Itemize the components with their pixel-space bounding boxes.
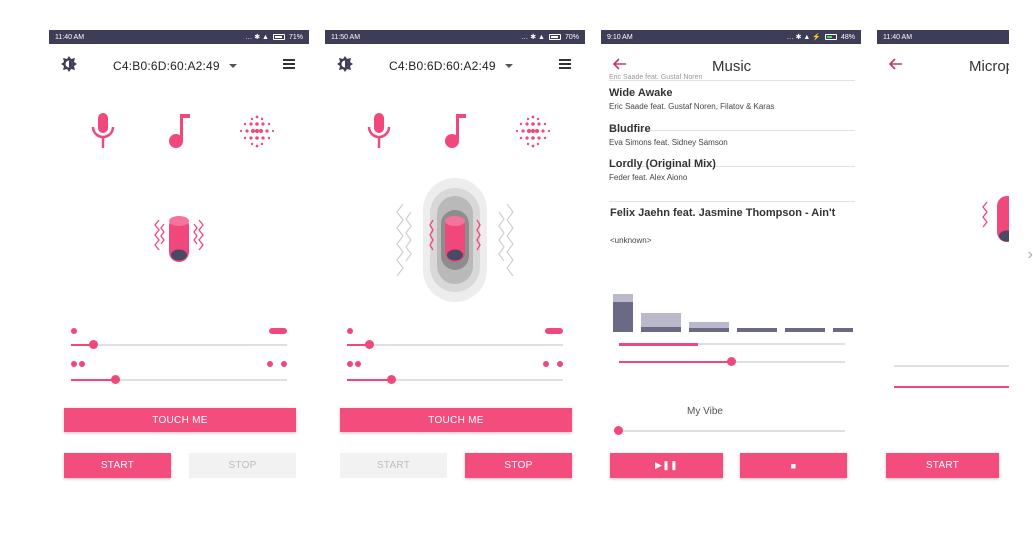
- rhythm-slider[interactable]: [71, 375, 287, 385]
- mode-selector: [325, 112, 585, 152]
- intensity-slider[interactable]: [347, 340, 563, 350]
- status-bar: 11:50 AM … ✱ ▲ 70%: [325, 30, 585, 44]
- vibe-slider[interactable]: [614, 426, 845, 436]
- status-time: 11:40 AM: [883, 33, 913, 41]
- status-time: 9:10 AM: [607, 33, 633, 41]
- touch-me-button[interactable]: TOUCH ME: [340, 408, 572, 432]
- volume-slider[interactable]: [619, 357, 845, 367]
- rhythm-slider[interactable]: [347, 375, 563, 385]
- playback-progress[interactable]: [619, 339, 845, 349]
- vibe-slider-knob[interactable]: [614, 426, 623, 435]
- rhythm-slider-header: [71, 359, 287, 369]
- intensity-slider-knob[interactable]: [365, 340, 374, 349]
- microphone-icon[interactable]: [89, 112, 117, 150]
- stop-button[interactable]: STOP: [465, 453, 572, 478]
- touch-me-button[interactable]: TOUCH ME: [64, 408, 296, 432]
- battery-percent: 48%: [840, 33, 855, 41]
- rhythm-slider-knob[interactable]: [387, 375, 396, 384]
- list-item[interactable]: Lordly (Original Mix) Feder feat. Alex A…: [609, 158, 855, 202]
- signal-icon: … ✱ ▲ ⚡: [786, 34, 821, 41]
- stop-button[interactable]: ■: [740, 453, 847, 478]
- vibrating-device-icon: [154, 216, 204, 262]
- intensity-slider-knob[interactable]: [89, 340, 98, 349]
- page-title: Microp: [969, 58, 1009, 75]
- signal-icon: … ✱ ▲: [245, 34, 269, 41]
- now-playing-title: Felix Jaehn feat. Jasmine Thompson - Ain…: [610, 207, 836, 219]
- vibrating-device-active-icon: [396, 178, 514, 302]
- menu-icon[interactable]: [559, 59, 571, 71]
- status-bar: 9:10 AM … ✱ ▲ ⚡ 48%: [601, 30, 861, 44]
- rhythm-slider-knob[interactable]: [111, 375, 120, 384]
- list-item[interactable]: Wide Awake Eric Saade feat. Gustaf Noren…: [609, 87, 855, 131]
- music-note-icon[interactable]: [441, 112, 469, 150]
- status-time: 11:50 AM: [331, 33, 361, 41]
- phone-screen-3: 9:10 AM … ✱ ▲ ⚡ 48% Music Eric Saade fea…: [601, 30, 861, 530]
- microphone-icon[interactable]: [365, 112, 393, 150]
- vibe-label: My Vibe: [687, 406, 723, 417]
- vibrating-device-icon: [982, 196, 1009, 242]
- status-bar: 11:40 AM … ✱ ▲ 71%: [49, 30, 309, 44]
- back-arrow-icon[interactable]: [613, 58, 627, 70]
- device-selector[interactable]: C4:B0:6D:60:A2:49: [389, 59, 496, 73]
- app-bar: Microp: [877, 44, 1009, 88]
- chevron-down-icon[interactable]: [229, 64, 237, 68]
- play-pause-button[interactable]: ▶❚❚: [610, 453, 723, 478]
- rhythm-slider-header: [347, 359, 563, 369]
- phone-screen-1: 11:40 AM … ✱ ▲ 71% C4:B0:6D:60:A2:49: [49, 30, 309, 530]
- page-title: Music: [712, 58, 752, 75]
- battery-icon: [548, 34, 561, 40]
- phone-screen-2: 11:50 AM … ✱ ▲ 70% C4:B0:6D:60:A2:49: [325, 30, 585, 530]
- stop-button[interactable]: STOP: [189, 453, 296, 478]
- menu-icon[interactable]: [283, 59, 295, 71]
- intensity-slider-header: [71, 326, 287, 336]
- app-bar: C4:B0:6D:60:A2:49: [49, 44, 309, 88]
- chevron-right-icon[interactable]: ›: [1027, 246, 1033, 263]
- now-playing-artist: <unknown>: [610, 236, 652, 245]
- status-bar: 11:40 AM: [877, 30, 1009, 44]
- volume-slider-knob[interactable]: [727, 357, 736, 366]
- rhythm-slider[interactable]: [894, 386, 1009, 388]
- intensity-slider-header: [347, 326, 563, 336]
- device-selector[interactable]: C4:B0:6D:60:A2:49: [113, 59, 220, 73]
- app-bar: Music: [601, 44, 861, 88]
- intensity-slider[interactable]: [71, 340, 287, 350]
- music-note-icon[interactable]: [165, 112, 193, 150]
- brightness-icon[interactable]: [61, 56, 77, 72]
- chevron-down-icon[interactable]: [505, 64, 513, 68]
- battery-percent: 70%: [564, 33, 579, 41]
- vibration-dots-icon[interactable]: [237, 114, 277, 150]
- start-button[interactable]: START: [886, 453, 999, 478]
- start-button[interactable]: START: [340, 453, 447, 478]
- previous-song-artist: Eric Saade feat. Gustaf Noren: [609, 74, 703, 81]
- intensity-slider[interactable]: [894, 365, 1009, 367]
- vibration-dots-icon[interactable]: [513, 114, 553, 150]
- status-time: 11:40 AM: [55, 33, 85, 41]
- high-indicator: [269, 328, 287, 334]
- start-button[interactable]: START: [64, 453, 171, 478]
- app-bar: C4:B0:6D:60:A2:49: [325, 44, 585, 88]
- low-indicator: [71, 328, 77, 334]
- battery-icon: [824, 34, 837, 40]
- brightness-icon[interactable]: [337, 56, 353, 72]
- mode-selector: [49, 112, 309, 152]
- battery-percent: 71%: [288, 33, 303, 41]
- phone-screen-4: 11:40 AM Microp START: [877, 30, 1009, 530]
- back-arrow-icon[interactable]: [889, 58, 903, 70]
- signal-icon: … ✱ ▲: [521, 34, 545, 41]
- list-item[interactable]: Bludfire Eva Simons feat. Sidney Samson: [609, 123, 855, 167]
- battery-icon: [272, 34, 285, 40]
